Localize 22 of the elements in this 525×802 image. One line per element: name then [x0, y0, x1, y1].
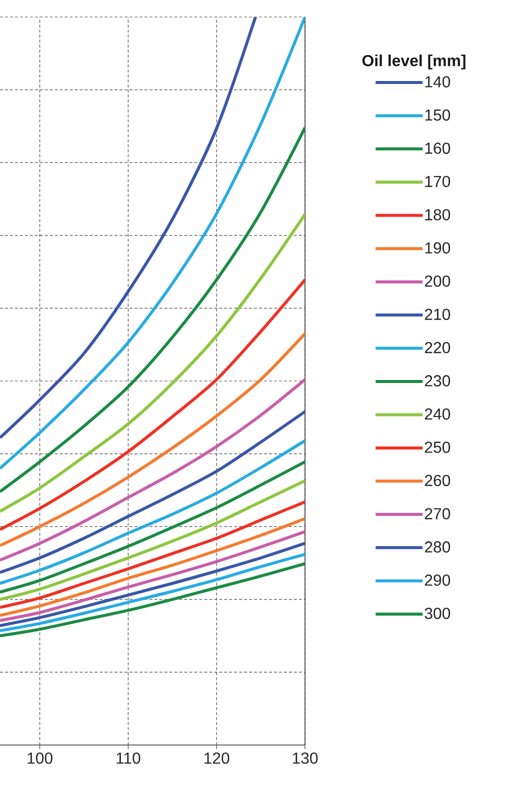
x-tick-label: 110 [116, 752, 140, 764]
legend-label: 280 [424, 541, 450, 553]
legend-label: 230 [424, 375, 450, 386]
legend-label: 220 [424, 342, 450, 354]
legend-label: 150 [425, 109, 450, 121]
legend-label: 260 [424, 474, 450, 486]
legend-label: 240 [424, 408, 450, 420]
x-tick-label: 120 [204, 752, 230, 764]
legend-label: 270 [424, 508, 450, 520]
legend-label: 290 [424, 574, 450, 586]
legend-label: 140 [425, 76, 450, 88]
legend-label: 300 [424, 608, 450, 620]
legend-title: Oil level [mm] [362, 54, 466, 70]
legend-label: 170 [425, 176, 450, 188]
legend-label: 250 [424, 442, 450, 453]
legend-label: 210 [424, 308, 450, 320]
legend-label: 160 [425, 142, 450, 154]
legend-label: 190 [425, 242, 450, 254]
legend-label: 180 [425, 209, 450, 220]
x-tick-label: 130 [292, 752, 318, 764]
x-tick-label: 100 [28, 752, 52, 764]
legend-label: 200 [424, 276, 450, 287]
